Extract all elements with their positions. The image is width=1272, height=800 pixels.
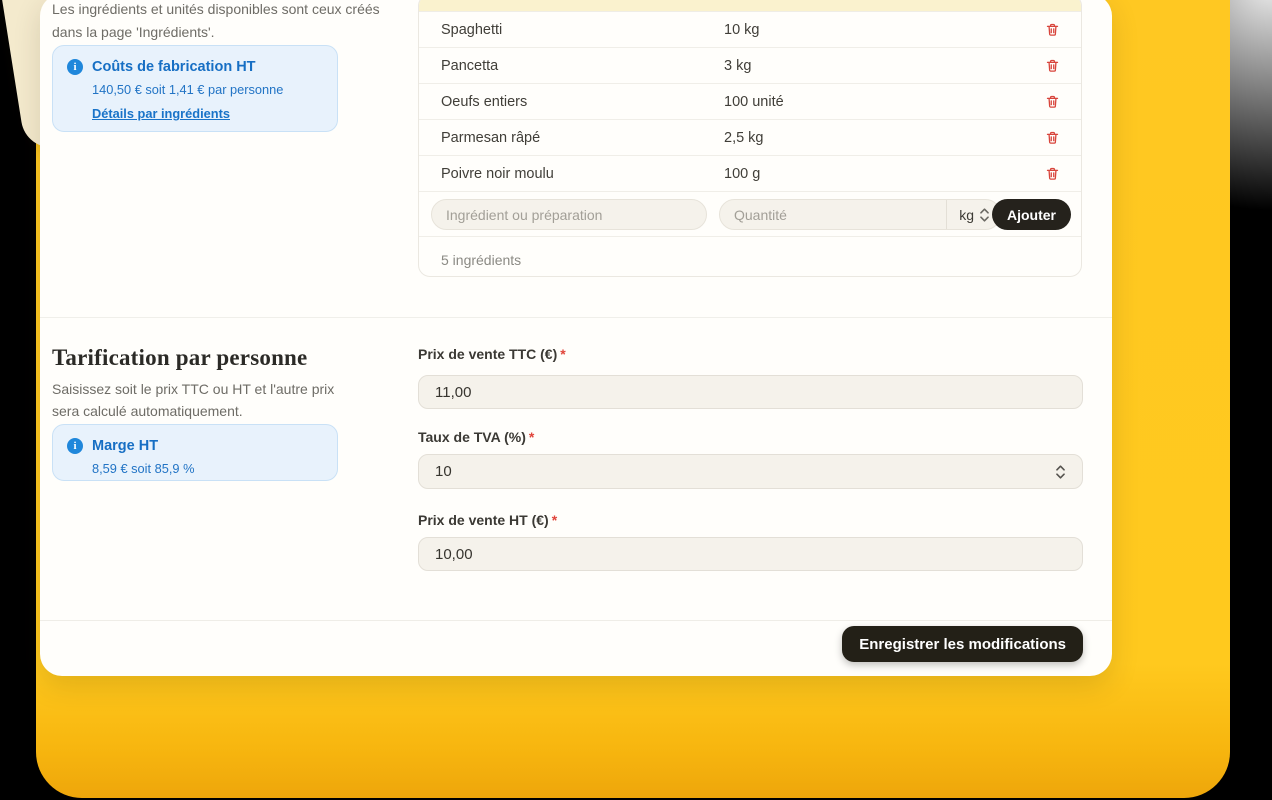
tva-rate-select[interactable]: 10 xyxy=(418,454,1083,489)
delete-ingredient-button[interactable] xyxy=(1043,93,1061,111)
info-icon: i xyxy=(67,438,83,454)
tva-rate-value: 10 xyxy=(435,463,452,480)
ingredient-name: Parmesan râpé xyxy=(441,129,541,146)
tva-rate-label: Taux de TVA (%) * xyxy=(418,429,534,445)
ingredient-count: 5 ingrédients xyxy=(441,252,522,268)
fabrication-costs-info-box: i Coûts de fabrication HT 140,50 € soit … xyxy=(52,45,338,132)
table-row: Oeufs entiers 100 unité xyxy=(419,84,1081,120)
trash-icon xyxy=(1046,167,1058,180)
table-row: Pancetta 3 kg xyxy=(419,48,1081,84)
label-text: Prix de vente HT (€) xyxy=(418,512,549,528)
chevron-updown-icon xyxy=(980,207,989,222)
required-asterisk: * xyxy=(560,346,566,362)
ingredients-help-text: Les ingrédients et unités disponibles so… xyxy=(52,1,380,40)
ingredient-name: Oeufs entiers xyxy=(441,93,528,110)
delete-ingredient-button[interactable] xyxy=(1043,129,1061,147)
price-ttc-label: Prix de vente TTC (€) * xyxy=(418,346,566,362)
ingredient-name: Spaghetti xyxy=(441,21,503,38)
ingredients-table: Spaghetti 10 kg Pancetta 3 kg Oeufs enti… xyxy=(418,0,1082,277)
save-button[interactable]: Enregistrer les modifications xyxy=(842,626,1083,662)
ingredient-quantity: 2,5 kg xyxy=(724,129,764,146)
table-footer: 5 ingrédients xyxy=(419,237,1081,276)
ingredient-name: Pancetta xyxy=(441,57,499,74)
delete-ingredient-button[interactable] xyxy=(1043,21,1061,39)
unit-value: kg xyxy=(959,206,974,223)
ingredient-quantity: 100 g xyxy=(724,165,761,182)
ingredient-quantity: 3 kg xyxy=(724,57,752,74)
costs-value: 140,50 € soit 1,41 € par personne xyxy=(92,82,284,97)
highlighted-row-partial xyxy=(419,0,1081,12)
costs-title: Coûts de fabrication HT xyxy=(92,59,256,75)
margin-info-box: i Marge HT 8,59 € soit 85,9 % xyxy=(52,424,338,481)
unit-select[interactable]: kg xyxy=(946,200,1000,229)
quantity-input[interactable] xyxy=(720,200,947,229)
label-text: Prix de vente TTC (€) xyxy=(418,346,558,362)
add-ingredient-row: kg Ajouter xyxy=(419,192,1081,237)
pricing-section-title: Tarification par personne xyxy=(52,345,308,370)
ingredient-quantity: 100 unité xyxy=(724,93,784,110)
trash-icon xyxy=(1046,59,1058,72)
quantity-input-group: kg xyxy=(719,199,1001,230)
required-asterisk: * xyxy=(528,429,535,445)
price-ht-label: Prix de vente HT (€) * xyxy=(418,512,557,528)
margin-title: Marge HT xyxy=(92,438,159,454)
pricing-section-subtitle: Saisissez soit le prix TTC ou HT et l'au… xyxy=(52,381,335,419)
section-divider xyxy=(40,317,1112,318)
ingredient-name: Poivre noir moulu xyxy=(441,165,554,182)
recipe-edit-card: Les ingrédients et unités disponibles so… xyxy=(40,0,1112,676)
trash-icon xyxy=(1046,23,1058,36)
trash-icon xyxy=(1046,131,1058,144)
delete-ingredient-button[interactable] xyxy=(1043,165,1061,183)
required-asterisk: * xyxy=(551,512,558,528)
label-text: Taux de TVA (%) xyxy=(418,429,526,445)
trash-icon xyxy=(1046,95,1058,108)
ingredient-quantity: 10 kg xyxy=(724,21,760,38)
delete-ingredient-button[interactable] xyxy=(1043,57,1061,75)
footer-divider xyxy=(40,620,1112,621)
chevron-updown-icon xyxy=(1056,464,1065,479)
table-row: Parmesan râpé 2,5 kg xyxy=(419,120,1081,156)
margin-value: 8,59 € soit 85,9 % xyxy=(92,461,195,476)
info-icon: i xyxy=(67,59,83,75)
costs-details-link[interactable]: Détails par ingrédients xyxy=(92,106,230,121)
ingredient-search-input[interactable] xyxy=(431,199,707,230)
add-ingredient-button[interactable]: Ajouter xyxy=(992,199,1071,230)
table-row: Poivre noir moulu 100 g xyxy=(419,156,1081,192)
price-ttc-input[interactable] xyxy=(418,375,1083,409)
table-row: Spaghetti 10 kg xyxy=(419,12,1081,48)
price-ht-input[interactable] xyxy=(418,537,1083,571)
